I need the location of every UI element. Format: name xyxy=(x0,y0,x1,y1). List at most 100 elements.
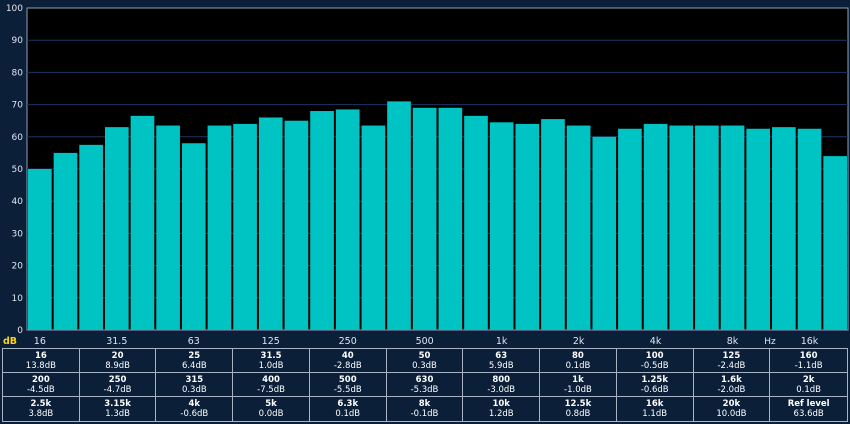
table-cell: 16 13.8dB xyxy=(3,349,80,373)
bar-125 xyxy=(258,117,283,330)
spectrum-chart: 0 10 20 30 40 50 60 70 80 90 100 16 31.5 63 125 250 500… xyxy=(3,4,849,347)
table-cell: 200 -4.5dB xyxy=(3,373,80,397)
bar-80 xyxy=(207,125,232,330)
y-tick-label: 60 xyxy=(12,133,24,143)
band-frequency: 125 xyxy=(722,350,741,361)
band-value: 0.3dB xyxy=(412,360,437,371)
band-frequency: 4k xyxy=(188,399,201,409)
y-axis-unit-label: dB xyxy=(3,336,17,347)
band-frequency: 10k xyxy=(492,399,510,409)
band-value: 1.3dB xyxy=(105,409,130,419)
table-cell: 1.25k -0.6dB xyxy=(616,373,694,397)
table-cell: 160 -1.1dB xyxy=(770,349,847,373)
band-frequency: 16 xyxy=(34,350,47,361)
y-tick-label: 50 xyxy=(12,165,24,175)
band-frequency: 800 xyxy=(492,374,511,385)
table-cell: 40 -2.8dB xyxy=(309,349,387,373)
band-value: -0.1dB xyxy=(410,409,439,419)
band-value: -2.8dB xyxy=(333,360,362,371)
band-frequency: 1k xyxy=(572,374,584,385)
bar-2.5k xyxy=(592,136,617,330)
table-cell: 80 0.1dB xyxy=(540,349,617,373)
y-tick-label: 90 xyxy=(12,36,24,46)
y-tick-label: 0 xyxy=(17,326,23,336)
band-value: -5.3dB xyxy=(410,384,439,395)
table-cell: 2.5k 3.8dB xyxy=(3,397,80,421)
y-tick-label: 70 xyxy=(12,101,24,111)
band-frequency: 1.6k xyxy=(721,374,742,385)
bar-1.25k xyxy=(515,123,540,330)
bars xyxy=(28,101,847,331)
table-cell: 800 -3.0dB xyxy=(463,373,541,397)
bar-16 xyxy=(28,169,52,330)
band-frequency: 500 xyxy=(338,374,357,385)
bar-1.6k xyxy=(541,119,565,330)
table-cell: 4k -0.6dB xyxy=(156,397,234,421)
band-value: 0.3dB xyxy=(181,384,207,395)
band-value: -4.5dB xyxy=(26,384,55,395)
bar-4k xyxy=(643,123,668,330)
bar-8k xyxy=(720,125,745,330)
table-cell: 50 0.3dB xyxy=(386,349,464,373)
table-cell: 12.5k 0.8dB xyxy=(540,397,617,421)
band-level-table: 16 13.8dB 20 8.9dB 25 6.4dB 31.5 1.0dB 40 -2.8dB 5… xyxy=(2,348,848,422)
band-frequency: 2.5k xyxy=(30,399,52,409)
band-value: -1.1dB xyxy=(794,360,823,371)
bar-800 xyxy=(464,115,488,331)
band-frequency: 100 xyxy=(645,350,664,361)
band-frequency: 6.3k xyxy=(337,399,359,409)
band-frequency: 250 xyxy=(108,374,127,385)
bar-400 xyxy=(387,101,411,330)
x-tick-label: 125 xyxy=(262,336,280,347)
band-value: 1.0dB xyxy=(258,360,284,371)
bar-25 xyxy=(79,144,103,330)
band-value: -5.5dB xyxy=(333,384,362,395)
table-cell: 8k -0.1dB xyxy=(387,397,464,421)
table-cell: 16k 1.1dB xyxy=(617,397,694,421)
band-value: -2.0dB xyxy=(717,384,746,395)
x-axis-ticks: 16 31.5 63 125 250 500 1k 2k 4k 8k 16k xyxy=(34,336,819,347)
bar-1k xyxy=(489,122,514,330)
y-tick-label: 10 xyxy=(12,294,24,304)
band-value: 0.8dB xyxy=(565,409,591,419)
band-frequency: 50 xyxy=(418,350,431,361)
x-tick-label: 63 xyxy=(188,336,200,347)
band-value: -1.0dB xyxy=(564,384,592,395)
table-cell: 315 0.3dB xyxy=(156,373,234,397)
table-cell: 1.6k -2.0dB xyxy=(693,373,771,397)
table-cell: 63 5.9dB xyxy=(463,349,541,373)
x-tick-label: 16 xyxy=(34,336,46,347)
band-frequency: 5k xyxy=(265,399,277,409)
band-frequency: 315 xyxy=(185,374,204,385)
band-value: -7.5dB xyxy=(257,384,285,395)
bar-50 xyxy=(156,125,180,330)
x-tick-label: 250 xyxy=(339,336,357,347)
table-cell: 500 -5.5dB xyxy=(309,373,387,397)
band-value: 0.1dB xyxy=(796,384,821,395)
band-value: -2.4dB xyxy=(717,360,746,371)
table-cell: 6.3k 0.1dB xyxy=(310,397,387,421)
band-frequency: 63 xyxy=(495,350,508,361)
y-tick-label: 20 xyxy=(12,262,24,272)
bar-20 xyxy=(53,152,78,330)
y-tick-label: 100 xyxy=(6,4,23,14)
band-value: 1.1dB xyxy=(642,409,668,419)
band-value: 10.0dB xyxy=(716,409,747,419)
band-frequency: 12.5k xyxy=(564,399,592,409)
band-frequency: 40 xyxy=(341,350,354,361)
band-frequency: 400 xyxy=(262,374,280,385)
band-value: 13.8dB xyxy=(25,360,56,371)
band-value: 3.8dB xyxy=(28,409,54,419)
band-frequency: 20 xyxy=(111,350,124,361)
table-cell: 20k 10.0dB xyxy=(694,397,771,421)
band-value: -0.6dB xyxy=(640,384,669,395)
bar-630 xyxy=(438,107,463,330)
band-frequency: Ref level xyxy=(787,399,830,409)
x-tick-label: 8k xyxy=(727,336,739,347)
table-cell: 25 6.4dB xyxy=(156,349,234,373)
x-tick-label: 16k xyxy=(801,336,819,347)
bar-31.5 xyxy=(104,127,129,330)
y-tick-label: 30 xyxy=(12,229,24,239)
table-cell: 1k -1.0dB xyxy=(540,373,617,397)
band-frequency: 3.15k xyxy=(104,399,131,409)
